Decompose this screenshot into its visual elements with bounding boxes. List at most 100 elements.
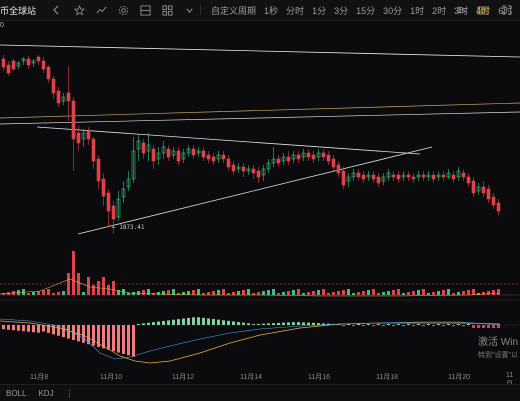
candle-40[interactable] [201, 150, 206, 158]
candle-10[interactable] [51, 78, 56, 94]
candle-4[interactable] [21, 58, 26, 62]
candle-34[interactable] [171, 150, 176, 156]
candle-88[interactable] [441, 174, 446, 178]
candle-3[interactable] [16, 62, 21, 67]
candle-37[interactable] [186, 148, 191, 154]
candle-97[interactable] [486, 188, 491, 200]
candle-80[interactable] [401, 174, 406, 178]
indicator-boll[interactable]: BOLL [6, 388, 27, 398]
trend-line-gray[interactable] [0, 111, 520, 125]
candle-2[interactable] [11, 60, 16, 70]
candle-62[interactable] [311, 154, 316, 160]
candle-52[interactable] [261, 168, 266, 176]
candle-71[interactable] [356, 172, 361, 178]
candle-56[interactable] [281, 156, 286, 162]
candle-45[interactable] [226, 158, 231, 168]
timeframe-tab-5[interactable]: 15分 [356, 5, 376, 16]
candle-16[interactable] [81, 132, 86, 140]
candle-69[interactable] [346, 176, 351, 182]
candle-38[interactable] [191, 148, 196, 156]
candle-51[interactable] [256, 170, 261, 178]
candle-70[interactable] [351, 172, 356, 178]
back-icon[interactable] [50, 3, 64, 17]
candle-22[interactable] [111, 205, 116, 220]
candle-0[interactable] [1, 58, 6, 68]
candle-75[interactable] [376, 176, 381, 184]
candle-23[interactable] [116, 198, 121, 218]
candle-48[interactable] [241, 166, 246, 172]
candle-58[interactable] [291, 154, 296, 160]
candle-14[interactable] [71, 100, 76, 140]
timeframe-tab-4[interactable]: 3分 [334, 5, 349, 16]
candle-6[interactable] [31, 60, 36, 64]
candle-68[interactable] [341, 170, 346, 186]
candle-96[interactable] [481, 186, 486, 194]
timeframe-tab-11[interactable]: 6时 [498, 5, 513, 16]
indicator-more[interactable]: ⋮ [65, 388, 74, 398]
candle-79[interactable] [396, 174, 401, 180]
timeframe-tab-10[interactable]: 4时 [476, 5, 491, 16]
candle-87[interactable] [436, 174, 441, 178]
candle-18[interactable] [91, 138, 96, 162]
fullscreen-icon[interactable] [500, 3, 514, 17]
gear-icon[interactable] [116, 3, 130, 17]
candle-84[interactable] [421, 174, 426, 178]
candle-28[interactable] [141, 142, 146, 154]
candle-46[interactable] [231, 164, 236, 172]
candle-9[interactable] [46, 66, 51, 80]
candle-99[interactable] [496, 202, 501, 212]
candle-33[interactable] [166, 148, 171, 158]
timeframe-tab-0[interactable]: 自定义周期 [211, 5, 257, 16]
candle-98[interactable] [491, 196, 496, 206]
grid-icon[interactable] [160, 3, 174, 17]
triangle-upper-line[interactable] [36, 126, 421, 155]
layout-icon[interactable] [138, 3, 152, 17]
interval-1s[interactable]: 1s [456, 5, 466, 15]
candle-74[interactable] [371, 174, 376, 180]
candle-1[interactable] [6, 64, 11, 74]
timeframe-tab-8[interactable]: 2时 [432, 5, 447, 16]
candle-78[interactable] [391, 174, 396, 178]
timeframe-tab-6[interactable]: 30分 [383, 5, 403, 16]
candle-31[interactable] [156, 152, 161, 160]
candle-85[interactable] [426, 174, 431, 178]
candle-89[interactable] [446, 172, 451, 178]
timeframe-tab-3[interactable]: 1分 [312, 5, 327, 16]
candle-72[interactable] [361, 174, 366, 180]
candle-24[interactable] [121, 188, 126, 198]
candle-57[interactable] [286, 156, 291, 162]
candle-41[interactable] [206, 154, 211, 160]
candle-11[interactable] [56, 90, 61, 104]
candle-29[interactable] [146, 144, 151, 152]
candle-90[interactable] [451, 174, 456, 180]
triangle-lower-line[interactable] [77, 146, 433, 235]
timeframe-tab-7[interactable]: 1时 [410, 5, 425, 16]
candle-66[interactable] [331, 158, 336, 168]
resistance-line-top[interactable] [0, 44, 520, 58]
indicator-kdj[interactable]: KDJ [38, 388, 54, 398]
candle-36[interactable] [181, 152, 186, 160]
candle-47[interactable] [236, 166, 241, 170]
candle-15[interactable] [76, 132, 81, 144]
candle-64[interactable] [321, 152, 326, 158]
candle-50[interactable] [251, 168, 256, 174]
star-icon[interactable] [72, 3, 86, 17]
candle-32[interactable] [161, 146, 166, 154]
candle-65[interactable] [326, 154, 331, 162]
candle-43[interactable] [216, 154, 221, 160]
candle-82[interactable] [411, 176, 416, 180]
timeframe-tab-1[interactable]: 1秒 [264, 5, 279, 16]
candle-81[interactable] [406, 174, 411, 178]
candle-67[interactable] [336, 164, 341, 174]
candle-63[interactable] [316, 152, 321, 158]
candle-27[interactable] [136, 140, 141, 150]
candle-53[interactable] [266, 162, 271, 170]
candle-21[interactable] [106, 192, 111, 212]
candle-5[interactable] [26, 58, 31, 66]
candle-61[interactable] [306, 152, 311, 158]
candle-55[interactable] [276, 158, 281, 164]
candle-7[interactable] [36, 56, 41, 62]
candlestick-chart[interactable] [0, 21, 520, 372]
candle-49[interactable] [246, 168, 251, 172]
candle-94[interactable] [471, 180, 476, 194]
